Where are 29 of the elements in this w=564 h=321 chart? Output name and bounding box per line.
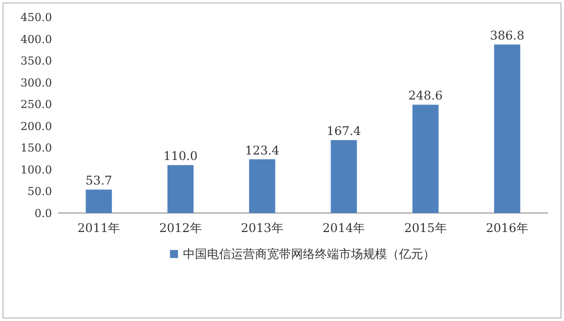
data-label: 110.0: [163, 149, 198, 164]
data-label: 248.6: [408, 88, 443, 103]
bar: [330, 140, 357, 213]
x-tick-label: 2016年: [486, 221, 528, 235]
data-label: 123.4: [244, 143, 280, 158]
y-tick-label: 0.0: [34, 207, 52, 220]
y-tick-label: 200.0: [20, 120, 52, 133]
y-tick-label: 100.0: [20, 163, 52, 176]
data-label: 167.4: [326, 124, 362, 138]
bar: [249, 159, 276, 213]
y-tick-label: 400.0: [20, 32, 52, 46]
x-tick-label: 2012年: [159, 221, 202, 235]
bar: [412, 104, 439, 213]
y-tick-label: 50.0: [28, 185, 52, 198]
bar: [167, 165, 194, 213]
y-tick-label: 450.0: [20, 11, 52, 24]
data-label: 53.7: [85, 174, 112, 188]
legend-label: 中国电信运营商宽带网络终端市场规模（亿元）: [183, 247, 435, 261]
x-tick-label: 2011年: [78, 221, 120, 235]
y-tick-label: 250.0: [20, 98, 52, 112]
y-tick-label: 150.0: [20, 142, 52, 155]
bar: [494, 44, 520, 213]
x-tick-label: 2014年: [322, 221, 366, 235]
data-label: 386.8: [490, 28, 524, 43]
bar: [86, 190, 112, 213]
y-tick-label: 350.0: [20, 54, 52, 68]
x-tick-label: 2015年: [404, 221, 447, 235]
y-tick-label: 300.0: [20, 76, 52, 90]
x-tick-label: 2013年: [240, 221, 284, 235]
